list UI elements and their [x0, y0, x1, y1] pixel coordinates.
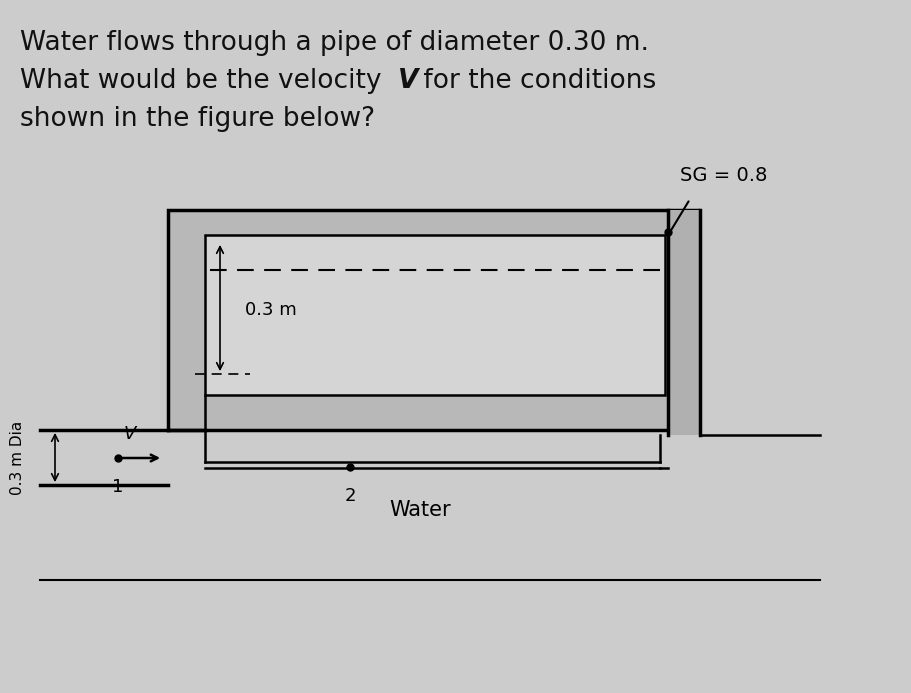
- Text: Water: Water: [389, 500, 450, 520]
- Text: 0.3 m: 0.3 m: [245, 301, 296, 319]
- Bar: [667, 210, 700, 435]
- Text: 0.3 m Dia: 0.3 m Dia: [11, 421, 26, 495]
- Text: V: V: [397, 68, 418, 94]
- Text: SG = 0.8: SG = 0.8: [680, 166, 766, 185]
- Bar: [168, 210, 697, 430]
- Text: V: V: [124, 425, 136, 443]
- Bar: [205, 235, 664, 395]
- Text: What would be the velocity: What would be the velocity: [20, 68, 389, 94]
- Text: shown in the figure below?: shown in the figure below?: [20, 106, 374, 132]
- Text: for the conditions: for the conditions: [415, 68, 656, 94]
- Text: 1: 1: [112, 478, 124, 496]
- Text: Water flows through a pipe of diameter 0.30 m.: Water flows through a pipe of diameter 0…: [20, 30, 649, 56]
- Text: 2: 2: [343, 487, 355, 505]
